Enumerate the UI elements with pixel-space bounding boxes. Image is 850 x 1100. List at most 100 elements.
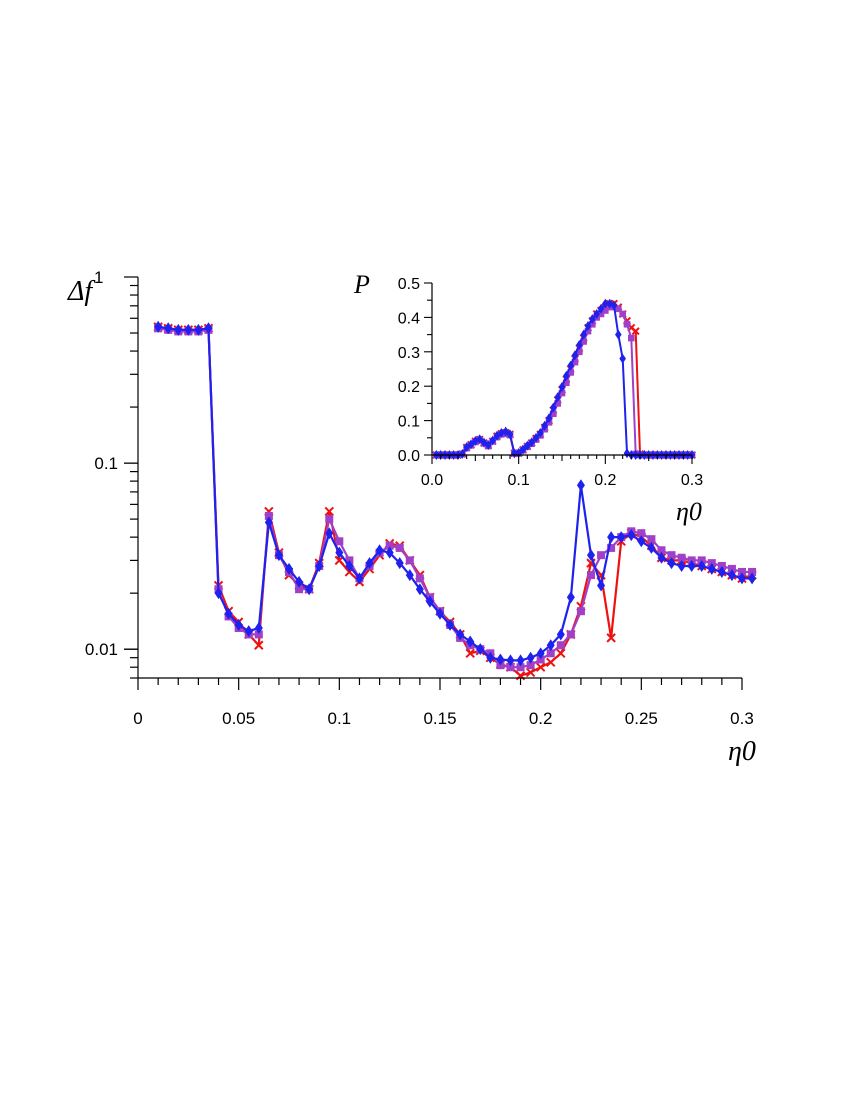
main-y-tick-label: 0.1 [94,454,118,473]
inset-series-3-point-22 [524,440,531,451]
main-series-1-point-46 [606,633,616,643]
main-x-tick-label: 0.2 [529,709,553,728]
inset-y-axis-title: P [353,270,370,299]
main-series-3-point-20 [345,559,354,572]
main-series-2-point-49 [637,529,646,538]
main-series-3-point-58 [727,569,736,582]
main-series-2-point-40 [546,649,555,658]
main-y-tick-labels: 1 0.1 0.01 [85,268,118,659]
main-y-ticks [124,276,138,679]
main-series-2-point-41 [556,641,565,650]
main-series-3-point-23 [375,544,384,557]
main-series-3-point-13 [274,549,283,562]
main-series-3-point-42 [566,591,575,604]
main-series-2-point-59 [738,567,746,576]
inset-y-tick-label: 0.2 [398,379,420,396]
main-series-2-point-60 [748,567,757,576]
inset-series-3-point-35 [580,329,587,340]
inset-x-ticks [431,455,693,464]
main-series-3-point-56 [707,562,716,575]
main-series-3-point-43 [576,479,585,492]
inset-x-axis-title: η0 [676,497,702,526]
main-series-3-point-18 [325,527,334,540]
main-series-3-point-54 [687,559,696,572]
inset-series-3-point-44 [619,353,626,364]
main-series-3-point-9 [234,618,243,631]
inset-y-tick-labels: 0.0 0.1 0.2 0.3 0.4 0.5 [398,276,420,465]
inset-series-3-point-17 [502,426,509,437]
inset-series-2-point-40 [602,307,609,314]
inset-series-3-point-38 [593,309,600,319]
inset-y-tick-label: 0.5 [398,276,420,293]
inset-series-2-point-28 [550,410,557,418]
main-x-tick-label: 0 [133,709,142,728]
main-series-3-point-60 [748,572,757,585]
main-y-tick-label: 1 [94,268,103,287]
inset-series-2-point-31 [563,379,570,387]
inset-series-3-point-33 [571,350,579,361]
inset-series-3-point-19 [511,448,518,459]
inset-series-3-point-16 [498,428,505,438]
main-series-1-point-39 [535,662,546,672]
main-y-tick-label: 0.01 [85,640,118,659]
inset-series-3-point-25 [537,428,544,438]
main-x-axis-title: η0 [728,736,756,767]
main-series-3-point-47 [617,531,626,544]
main-x-tick-label: 0.3 [730,709,754,728]
main-series-3-point-19 [335,546,344,559]
main-series-3-point-24 [385,546,394,559]
main-series-3-point-34 [486,651,495,664]
inset-series-3-point-32 [567,360,574,371]
inset-x-tick-label: 0.2 [594,472,616,489]
main-series-3-point-41 [556,628,565,641]
main-series-2-point-42 [566,630,575,639]
main-series-3-point-25 [395,557,404,570]
inset-series-3-point-9 [467,439,475,450]
main-series-2-point-12 [264,511,273,520]
main-series-3-point-12 [264,516,273,529]
inset-series-2-point-33 [571,358,579,366]
inset-series-3-point-23 [528,437,535,448]
inset-chart: 0.0 0.1 0.2 0.3 0.0 0.1 0.2 0.3 0.4 0.5 P η0 [353,268,710,526]
main-series-3-point-39 [536,647,545,660]
main-series-3-point-52 [667,557,676,570]
inset-series-1-point-47 [631,327,640,336]
inset-series-3-point-29 [554,392,561,403]
main-series-3-point-32 [466,635,475,648]
main-series-group [153,320,757,681]
inset-series-3-point-31 [563,370,570,381]
main-series-2-point-53 [677,553,686,562]
main-chart: 0 0.05 0.1 0.15 0.2 0.25 0.3 1 0.1 0.01 Δf η0 [67,268,757,767]
main-series-2-point-24 [385,541,394,550]
main-series-3-point-22 [365,557,374,570]
inset-series-2-point-36 [584,327,592,335]
main-y-axis-title: Δf [67,276,95,307]
main-series-2-point-15 [295,585,304,594]
main-series-3-point-38 [526,651,535,664]
main-x-tick-label: 0.15 [423,709,456,728]
main-series-3-point-15 [295,575,304,588]
inset-series-3-point-37 [589,314,596,325]
inset-series-3-point-11 [476,434,483,445]
main-series-2-point-26 [405,556,414,565]
main-series-3-point-31 [456,628,465,641]
inset-series-3-point-36 [584,321,592,331]
main-series-3-point-40 [546,639,555,652]
main-series-3-point-7 [214,587,223,600]
inset-x-tick-labels: 0.0 0.1 0.2 0.3 [421,472,703,489]
main-x-tick-label: 0.1 [328,709,352,728]
inset-series-3-point-8 [463,442,470,453]
main-series-3-point-29 [436,607,444,620]
main-x-tick-label: 0.25 [625,709,658,728]
main-series-1-point-11 [254,640,264,650]
main-series-3 [154,320,757,667]
inset-series-3-point-24 [532,432,540,443]
main-series-2-point-51 [657,546,666,555]
inset-background [410,268,710,468]
main-series-3-point-17 [315,559,324,572]
main-series-3-point-4 [184,323,193,336]
main-series-3-point-5 [194,323,203,336]
inset-series-3-point-13 [485,440,492,450]
inset-series-2-point-46 [628,334,635,342]
main-series-2-point-44 [587,571,595,580]
